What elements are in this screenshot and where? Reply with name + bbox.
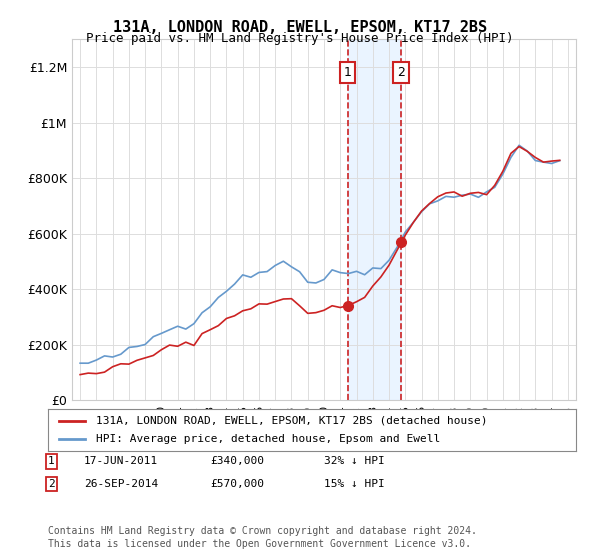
Text: HPI: Average price, detached house, Epsom and Ewell: HPI: Average price, detached house, Epso… xyxy=(95,434,440,444)
Text: £570,000: £570,000 xyxy=(210,479,264,489)
Text: This data is licensed under the Open Government Government Licence v3.0.: This data is licensed under the Open Gov… xyxy=(48,539,471,549)
Text: 2: 2 xyxy=(48,479,55,489)
Text: £340,000: £340,000 xyxy=(210,456,264,466)
Text: 15% ↓ HPI: 15% ↓ HPI xyxy=(324,479,385,489)
Text: 32% ↓ HPI: 32% ↓ HPI xyxy=(324,456,385,466)
Text: 2: 2 xyxy=(397,66,405,79)
Bar xyxy=(348,39,401,400)
Text: 1: 1 xyxy=(344,66,352,79)
Text: Price paid vs. HM Land Registry's House Price Index (HPI): Price paid vs. HM Land Registry's House … xyxy=(86,32,514,45)
Text: 17-JUN-2011: 17-JUN-2011 xyxy=(84,456,158,466)
Text: 1: 1 xyxy=(48,456,55,466)
Text: 26-SEP-2014: 26-SEP-2014 xyxy=(84,479,158,489)
Text: 131A, LONDON ROAD, EWELL, EPSOM, KT17 2BS (detached house): 131A, LONDON ROAD, EWELL, EPSOM, KT17 2B… xyxy=(95,416,487,426)
Text: 131A, LONDON ROAD, EWELL, EPSOM, KT17 2BS: 131A, LONDON ROAD, EWELL, EPSOM, KT17 2B… xyxy=(113,20,487,35)
Text: Contains HM Land Registry data © Crown copyright and database right 2024.: Contains HM Land Registry data © Crown c… xyxy=(48,526,477,536)
